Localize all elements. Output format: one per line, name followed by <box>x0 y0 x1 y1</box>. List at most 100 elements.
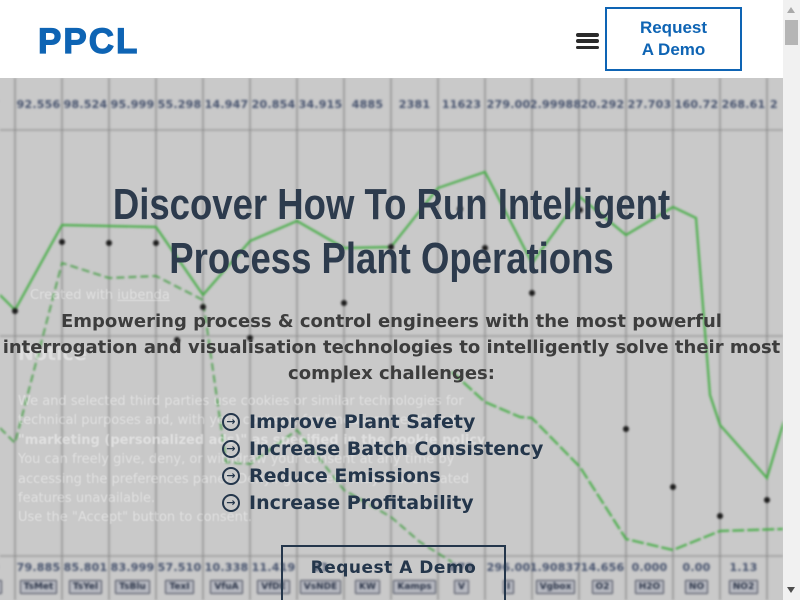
chart-tag-cell: DE <box>0 578 15 596</box>
chart-tag-label: V <box>454 580 469 594</box>
chart-tag-cell: Vgbox <box>532 578 579 596</box>
chart-value: 10.338 <box>204 560 249 574</box>
chart-value: 0.00 <box>682 560 711 574</box>
request-demo-header-line-1: Request <box>639 18 708 37</box>
chart-value: 20.292 <box>580 97 625 111</box>
chart-tag-label: VfuA <box>210 580 243 594</box>
chart-value: 23 <box>312 560 329 574</box>
request-demo-header-button[interactable]: Request A Demo <box>605 7 742 71</box>
benefit-label: Reduce Emissions <box>249 464 441 487</box>
hero-subtitle: Empowering process & control engineers w… <box>0 309 783 387</box>
chart-tag-label: Kamps <box>393 580 436 594</box>
chart-value: 11.419 <box>251 560 296 574</box>
ppcl-logo[interactable]: PPCL <box>37 21 140 61</box>
benefit-item: → Reduce Emissions <box>222 462 543 489</box>
chart-value: 79.885 <box>16 560 61 574</box>
chart-tag-label: KW <box>355 580 380 594</box>
chart-tag-cell: TsMet <box>15 578 62 596</box>
hero-subtitle-line-3: complex challenges: <box>288 363 495 384</box>
chart-value: 34.915 <box>298 97 343 111</box>
chart-tag-cell: V <box>438 578 485 596</box>
chart-tag-label: TsYel <box>68 580 103 594</box>
hero-subtitle-line-2: interrogation and visualisation technolo… <box>2 337 781 358</box>
chart-value: 1.90837 <box>529 560 582 574</box>
chart-value: 14.947 <box>204 97 249 111</box>
chart-tag-label: O2 <box>591 580 614 594</box>
chart-tag-label: TexI <box>165 580 194 594</box>
chart-value: 268.61 <box>721 97 766 111</box>
chart-tag-cell: NO2 <box>720 578 767 596</box>
chart-tag-label: Vgbox <box>535 580 576 594</box>
chart-tag-label: TsMet <box>19 580 58 594</box>
parallel-coordinates-graphic <box>0 78 783 600</box>
chart-value: 2381 <box>398 97 431 111</box>
circle-arrow-right-icon: → <box>222 466 240 485</box>
chart-tag-label: TsBlu <box>115 580 150 594</box>
page-title: Discover How To Run Intelligent Process … <box>0 178 783 286</box>
chart-bottom-labels-row: DETsMetTsYelTsBluTexIVfuAVfDEVsNDEKWKamp… <box>0 578 783 596</box>
request-demo-cta-button[interactable]: Request A Demo <box>281 545 506 600</box>
chart-value: 0.000 <box>631 560 668 574</box>
header: PPCL Request A Demo <box>0 0 783 78</box>
benefit-item: → Improve Plant Safety <box>222 408 543 435</box>
chart-tag-cell: NO <box>673 578 720 596</box>
chart-tag-label: DE <box>0 580 3 594</box>
menu-icon-bar <box>576 45 599 50</box>
chart-value: 57.510 <box>157 560 202 574</box>
benefit-item: → Increase Batch Consistency <box>222 435 543 462</box>
menu-icon-bar <box>576 39 599 43</box>
chart-tag-label: NO <box>684 580 709 594</box>
chart-tag-label: VsNDE <box>299 580 342 594</box>
page-title-line-2: Process Plant Operations <box>169 234 614 283</box>
scrollbar[interactable] <box>783 0 800 600</box>
chart-value: 55.298 <box>157 97 202 111</box>
chart-tag-cell: Kamps <box>391 578 438 596</box>
benefit-label: Increase Batch Consistency <box>249 437 544 460</box>
chart-tag-cell: I <box>485 578 532 596</box>
request-demo-header-line-2: A Demo <box>641 40 706 59</box>
circle-arrow-right-icon: → <box>222 439 240 458</box>
chart-value: 95.999 <box>110 97 155 111</box>
chart-tag-cell: TsBlu <box>109 578 156 596</box>
chart-value: 160.72 <box>674 97 719 111</box>
benefit-item: → Increase Profitability <box>222 489 543 516</box>
chart-tag-cell: O2 <box>579 578 626 596</box>
chart-tag-cell: TexI <box>156 578 203 596</box>
page-title-line-1: Discover How To Run Intelligent <box>112 180 671 229</box>
chart-value: 98.524 <box>63 97 108 111</box>
menu-icon-bar <box>576 33 599 37</box>
chart-value: 1.13 <box>729 560 758 574</box>
circle-arrow-right-icon: → <box>222 493 240 512</box>
chart-value: 2.99988 <box>529 97 582 111</box>
chart-tag-label: H2O <box>634 580 665 594</box>
scroll-up-arrow-icon[interactable] <box>787 7 795 13</box>
chart-tag-label: NO2 <box>728 580 759 594</box>
chart-value: 296.00 <box>486 560 531 574</box>
hero-content: Discover How To Run Intelligent Process … <box>0 78 783 600</box>
hero-subtitle-line-1: Empowering process & control engineers w… <box>61 311 722 332</box>
hero-section: 5792.55698.52495.99955.29814.94720.85434… <box>0 78 783 600</box>
chart-value: 279.00 <box>486 97 531 111</box>
chart-value: 11623 <box>441 97 482 111</box>
chart-tag-label: I <box>502 580 515 594</box>
scroll-down-arrow-icon[interactable] <box>787 587 795 593</box>
chart-value: 2 <box>770 97 778 111</box>
background-chart: 5792.55698.52495.99955.29814.94720.85434… <box>0 78 783 600</box>
chart-value: 92.556 <box>16 97 61 111</box>
scrollbar-thumb[interactable] <box>785 20 798 45</box>
chart-value: 20.854 <box>251 97 296 111</box>
chart-value: 27.703 <box>627 97 672 111</box>
circle-arrow-right-icon: → <box>222 412 240 431</box>
chart-value: 4885 <box>351 97 384 111</box>
chart-value: 85.801 <box>63 560 108 574</box>
chart-tag-cell: KW <box>344 578 391 596</box>
chart-value: 83.999 <box>110 560 155 574</box>
chart-tag-cell: TsYel <box>62 578 109 596</box>
chart-tag-cell: VsNDE <box>297 578 344 596</box>
menu-icon[interactable] <box>576 33 599 50</box>
chart-top-values-row: 5792.55698.52495.99955.29814.94720.85434… <box>0 78 783 130</box>
benefit-label: Improve Plant Safety <box>249 410 476 433</box>
benefit-label: Increase Profitability <box>249 491 474 514</box>
chart-value: 878 <box>449 560 474 574</box>
